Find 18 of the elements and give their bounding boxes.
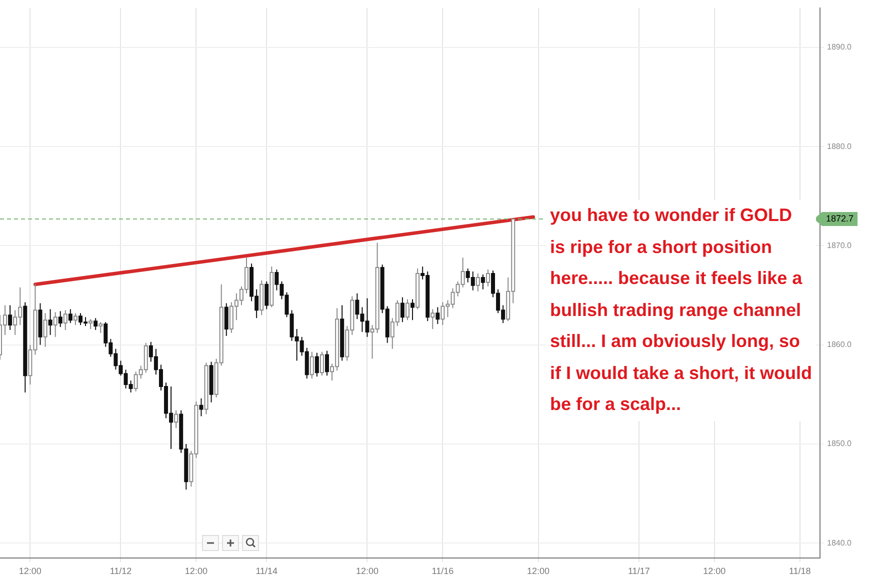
x-tick-label: 11/12 <box>110 566 132 576</box>
x-tick-label: 12:00 <box>184 566 208 576</box>
x-tick-label: 11/18 <box>788 566 811 576</box>
y-tick-label: 1860.0 <box>827 340 852 350</box>
x-tick-label: 12:00 <box>18 566 42 576</box>
annotation: you have to wonder if GOLD is ripe for a short position here..... because it feels like a bullish trading range channel still... I am obviously long, so if I would take a short, it would be for a scalp... <box>550 204 812 416</box>
y-tick-label: 1890.0 <box>827 42 852 52</box>
x-tick-label: 12:00 <box>703 566 726 576</box>
y-tick-label: 1850.0 <box>827 439 852 448</box>
x-tick-label: 12:00 <box>527 566 550 576</box>
x-tick-label: 11/16 <box>432 566 454 576</box>
y-tick-label: 1880.0 <box>827 142 852 151</box>
x-tick-label: 11/17 <box>628 566 650 576</box>
x-tick-label: 11/14 <box>256 566 278 576</box>
x-tick-label: 12:00 <box>356 566 379 576</box>
y-tick-label: 1870.0 <box>827 240 852 250</box>
y-tick-label: 1840.0 <box>827 538 852 548</box>
ref-line-label: 1872.7 <box>826 213 854 224</box>
